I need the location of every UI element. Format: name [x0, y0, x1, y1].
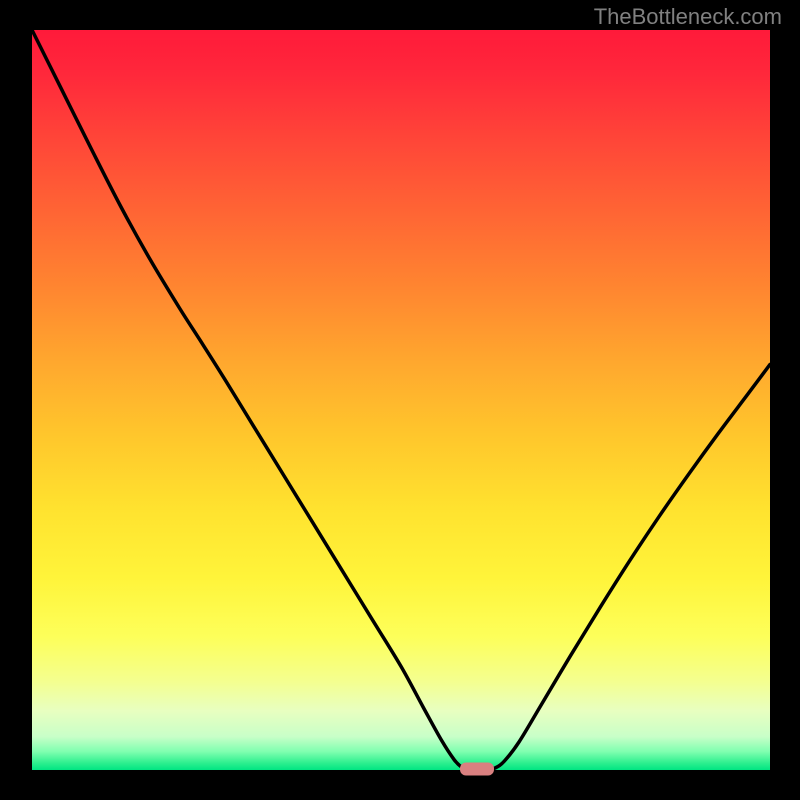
bottleneck-curve — [32, 30, 770, 770]
chart-container: TheBottleneck.com — [0, 0, 800, 800]
optimal-marker — [460, 762, 494, 775]
watermark-text: TheBottleneck.com — [594, 4, 782, 30]
plot-area — [32, 30, 770, 770]
curve-path — [32, 30, 770, 770]
